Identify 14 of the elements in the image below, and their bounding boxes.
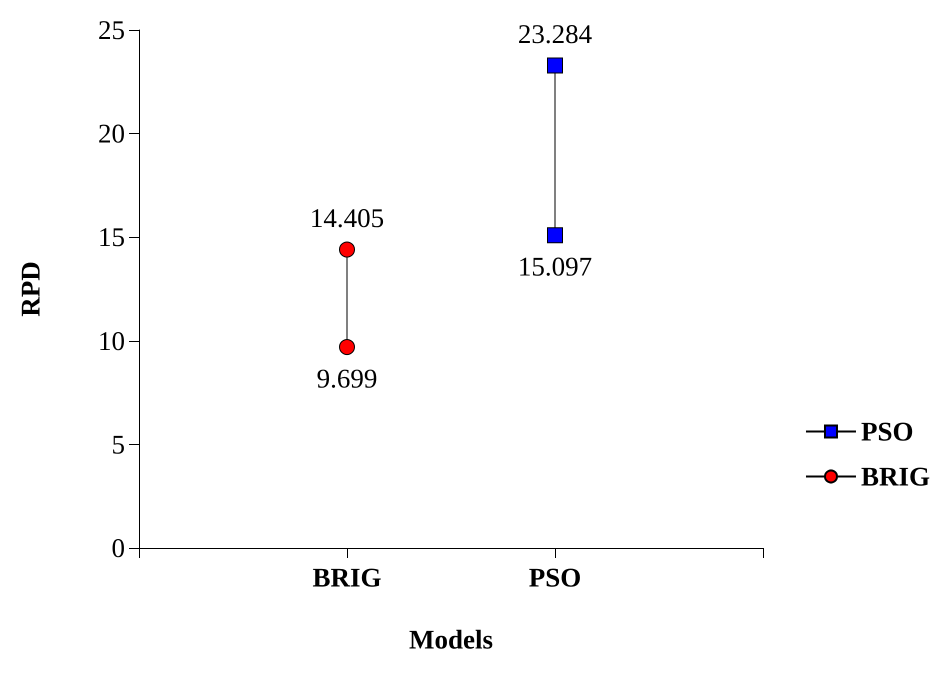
y-tick-label: 15 [98,222,125,252]
x-axis-title: Models [409,624,493,654]
y-tick-label: 20 [98,118,125,149]
y-tick-label: 0 [112,533,125,563]
legend-label: BRIG [860,462,930,492]
y-tick-label: 10 [98,326,125,356]
data-label: 14.405 [310,203,384,234]
data-label: 9.699 [316,364,378,394]
y-tick-label: 25 [98,15,125,45]
legend-label: PSO [860,416,914,446]
y-tick-label: 5 [112,429,125,460]
data-label: 15.097 [518,252,592,282]
data-label: 23.284 [518,19,593,50]
y-axis-title: RPD [16,261,46,317]
